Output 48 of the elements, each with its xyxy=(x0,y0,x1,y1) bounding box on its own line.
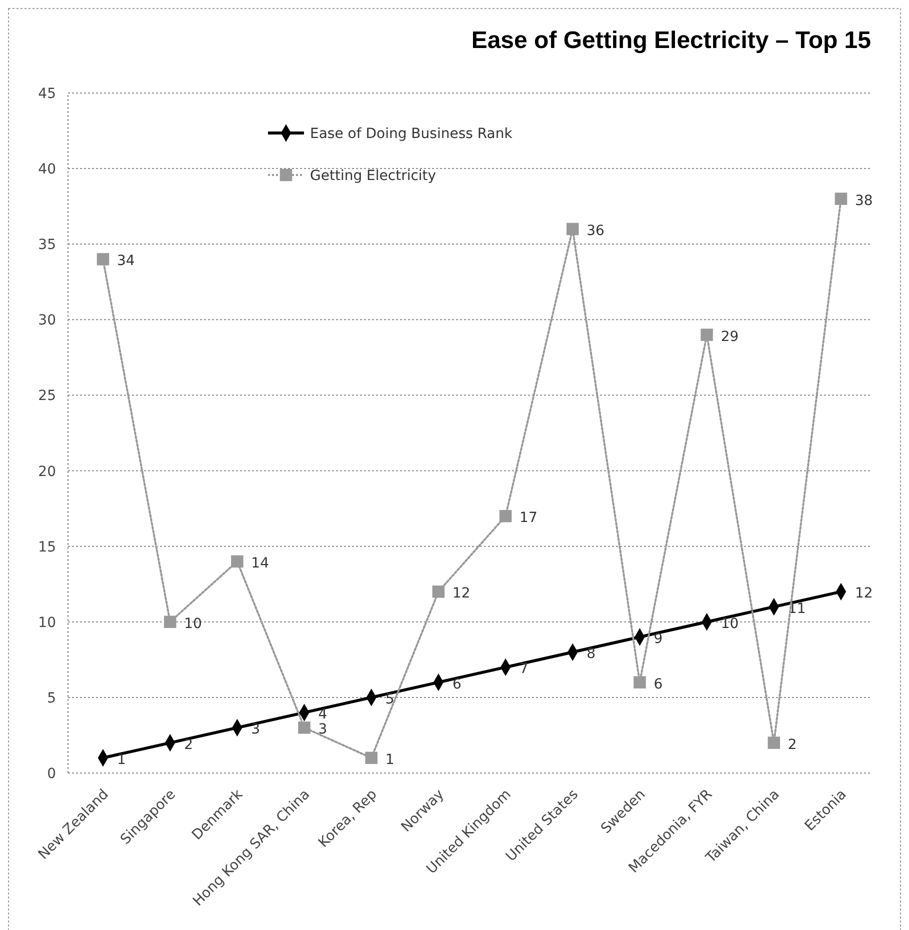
y-tick-label: 45 xyxy=(38,86,56,102)
y-tick-label: 5 xyxy=(47,690,56,706)
point xyxy=(432,586,445,598)
y-tick-label: 15 xyxy=(38,539,56,556)
data-label: 8 xyxy=(586,646,596,662)
legend-label: Ease of Doing Business Rank xyxy=(310,126,514,142)
legend-label: Getting Electricity xyxy=(310,168,436,184)
chart-title: Ease of Getting Electricity – Top 15 xyxy=(471,27,871,54)
y-tick-label: 0 xyxy=(47,766,56,782)
y-tick-label: 20 xyxy=(38,464,56,480)
data-label: 1 xyxy=(117,752,126,768)
point xyxy=(566,222,579,236)
data-label: 3 xyxy=(251,722,260,738)
data-label: 10 xyxy=(184,616,202,632)
data-label: 12 xyxy=(452,586,470,602)
y-tick-label: 10 xyxy=(38,614,56,631)
point xyxy=(164,616,176,628)
data-label: 10 xyxy=(720,616,739,632)
point xyxy=(499,510,512,522)
data-label: 6 xyxy=(654,676,663,692)
point xyxy=(231,555,244,568)
data-label: 17 xyxy=(520,510,538,526)
y-tick-label: 25 xyxy=(38,388,56,404)
y-tick-label: 35 xyxy=(38,237,56,254)
data-label: 29 xyxy=(720,328,739,345)
point xyxy=(365,752,378,764)
data-label: 14 xyxy=(251,555,270,572)
data-label: 4 xyxy=(318,706,328,723)
data-label: 36 xyxy=(586,223,605,239)
data-label: 9 xyxy=(654,631,663,647)
point xyxy=(700,328,713,341)
point xyxy=(634,676,646,688)
point xyxy=(298,722,310,734)
data-label: 2 xyxy=(184,736,194,753)
point xyxy=(834,192,848,205)
data-label: 34 xyxy=(117,253,135,270)
y-tick-label: 30 xyxy=(38,312,56,329)
data-label: 2 xyxy=(788,736,797,753)
point xyxy=(96,253,110,266)
data-label: 12 xyxy=(855,586,873,602)
data-label: 6 xyxy=(452,676,462,692)
data-label: 38 xyxy=(855,192,873,209)
data-label: 7 xyxy=(520,661,528,678)
data-label: 3 xyxy=(318,722,328,738)
data-label: 1 xyxy=(385,752,394,768)
y-tick-label: 40 xyxy=(38,162,56,178)
data-label: 5 xyxy=(385,691,394,708)
point xyxy=(768,736,780,749)
